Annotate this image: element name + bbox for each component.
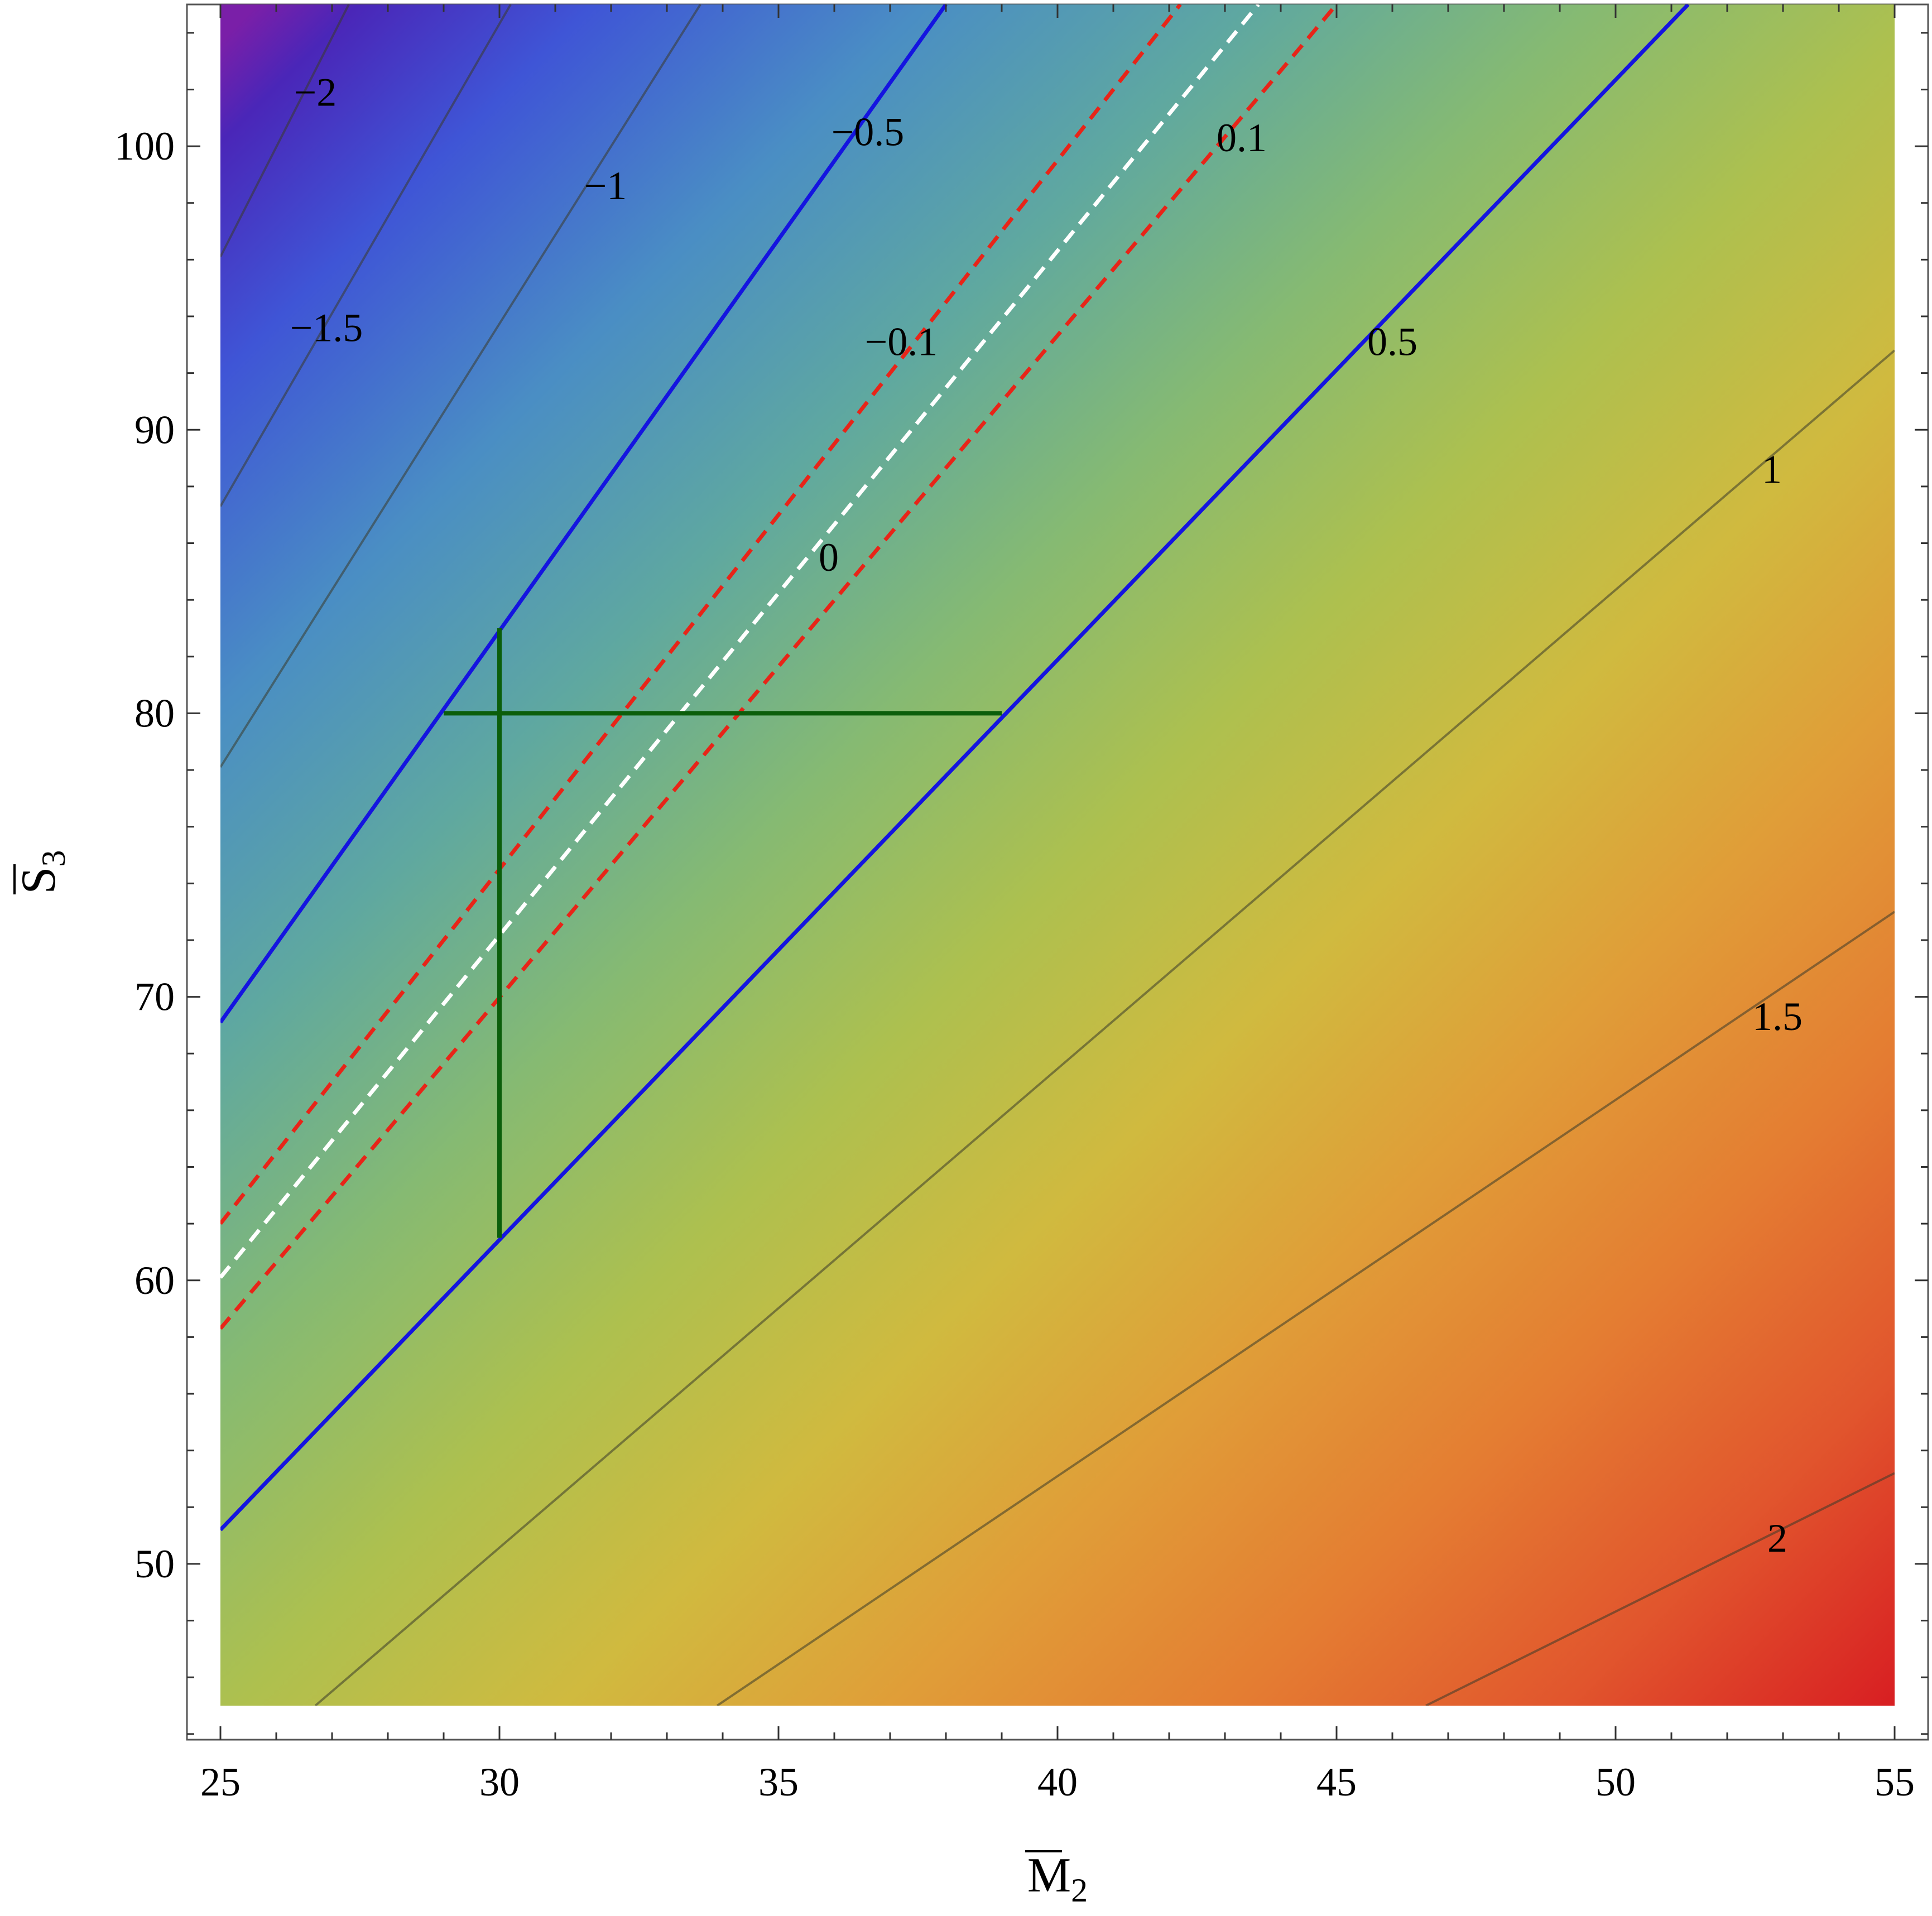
x-tick-label: 50 [1595,1760,1636,1804]
y-tick-label: 90 [134,407,175,452]
y-axis-title: S3 [12,850,72,894]
y-tick-label: 70 [134,975,175,1019]
x-tick-label: 35 [758,1760,799,1804]
contour-label: −0.1 [865,320,938,364]
y-axis-title-main: S [12,867,66,894]
contour-label: −0.5 [832,110,905,155]
contour-label: 1 [1762,447,1782,492]
y-tick-label: 100 [114,124,175,169]
contour-label: 0.1 [1217,115,1267,160]
contour-line [220,4,350,258]
contour-lines [220,4,1895,1706]
y-axis-title-text: S3 [12,850,72,894]
contour-label: −1 [584,163,627,208]
axis-ticks [187,4,1928,1740]
x-axis-title-text: M2 [1027,1848,1088,1909]
y-tick-label: 50 [134,1542,175,1586]
x-axis-title: M2 [1025,1848,1088,1909]
contour-line [220,4,1260,1279]
contour-label: 2 [1767,1516,1787,1561]
y-axis-title-subscript: 3 [35,850,72,867]
contour-label: 1.5 [1752,994,1803,1039]
x-tick-label: 40 [1037,1760,1078,1804]
contour-line [1425,1472,1895,1706]
contour-label: 0 [819,535,839,580]
y-tick-label: 60 [134,1258,175,1303]
y-tick-label: 80 [134,691,175,735]
tick-labels: 25 30 35 40 45 50 55 50 60 70 80 90 100 [114,124,1915,1804]
density-field [220,4,1895,1706]
contour-line [220,4,948,1024]
contour-label: 0.5 [1367,320,1417,364]
error-bars [444,628,1002,1238]
x-tick-label: 30 [479,1760,520,1804]
contour-line [220,4,512,507]
x-tick-label: 55 [1875,1760,1915,1804]
contour-line [220,4,1690,1532]
contour-label: −1.5 [290,305,363,350]
contour-line [716,911,1895,1706]
x-tick-label: 25 [200,1760,241,1804]
x-tick-label: 45 [1316,1760,1357,1804]
contour-line [314,349,1895,1706]
contour-labels: −2 −1.5 −1 −0.5 −0.1 0 0.1 0.5 1 1.5 2 [290,70,1803,1561]
x-axis-title-subscript: 2 [1071,1872,1088,1909]
contour-line [220,4,1338,1330]
contour-line [220,4,701,768]
contour-line [220,4,1182,1225]
contour-label: −2 [294,70,337,115]
x-axis-title-main: M [1027,1848,1071,1903]
